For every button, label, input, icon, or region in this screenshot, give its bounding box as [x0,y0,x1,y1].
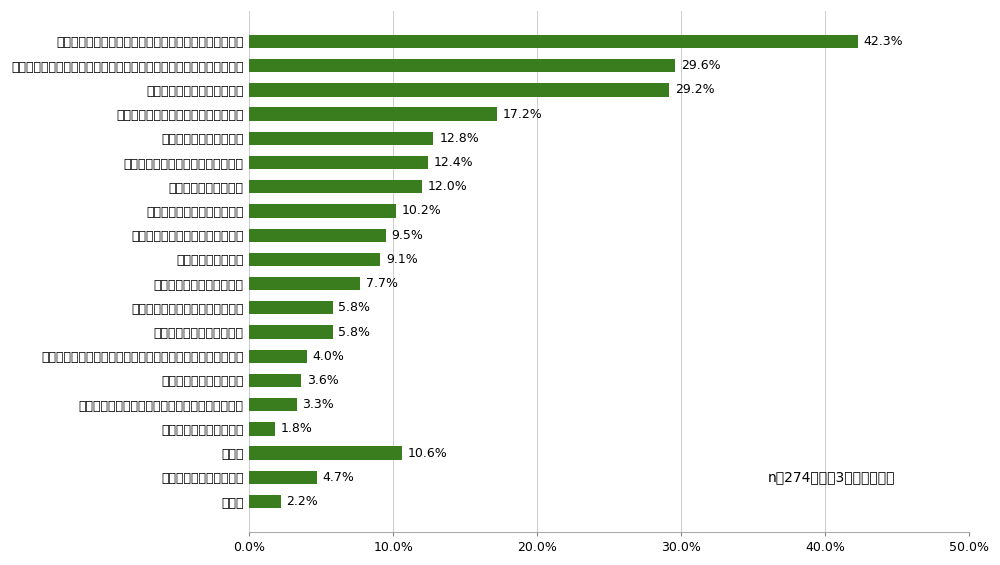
Text: 1.8%: 1.8% [281,423,313,436]
Text: 42.3%: 42.3% [864,35,903,48]
Text: 2.2%: 2.2% [287,495,318,508]
Bar [249,374,301,387]
Bar [249,277,360,290]
Bar [249,180,422,193]
Bar [249,398,297,411]
Text: 9.5%: 9.5% [392,229,424,242]
Bar [249,471,317,484]
Bar [249,83,669,97]
Text: 29.2%: 29.2% [675,84,715,97]
Text: 29.6%: 29.6% [681,59,721,72]
Text: 17.2%: 17.2% [503,107,542,120]
Bar [249,35,858,48]
Bar [249,205,396,218]
Text: 10.2%: 10.2% [402,205,441,218]
Text: 12.8%: 12.8% [439,132,479,145]
Bar [249,253,380,266]
Bar [249,132,433,145]
Text: 3.3%: 3.3% [302,398,334,411]
Bar [249,350,307,363]
Text: 7.7%: 7.7% [366,277,398,290]
Bar [249,228,386,242]
Bar [249,301,333,315]
Text: 4.0%: 4.0% [313,350,344,363]
Bar [249,495,281,508]
Text: 9.1%: 9.1% [386,253,418,266]
Bar [249,422,275,436]
Text: 4.7%: 4.7% [323,471,354,484]
Text: 10.6%: 10.6% [408,446,447,459]
Text: 12.4%: 12.4% [433,156,473,169]
Bar [249,325,333,338]
Bar [249,107,497,121]
Text: n＝274（最大3つまで選択）: n＝274（最大3つまで選択） [767,470,895,484]
Bar [249,156,428,169]
Bar [249,446,402,460]
Text: 3.6%: 3.6% [307,374,338,387]
Text: 5.8%: 5.8% [338,325,370,338]
Text: 12.0%: 12.0% [428,180,467,193]
Text: 5.8%: 5.8% [338,301,370,314]
Bar [249,59,675,72]
